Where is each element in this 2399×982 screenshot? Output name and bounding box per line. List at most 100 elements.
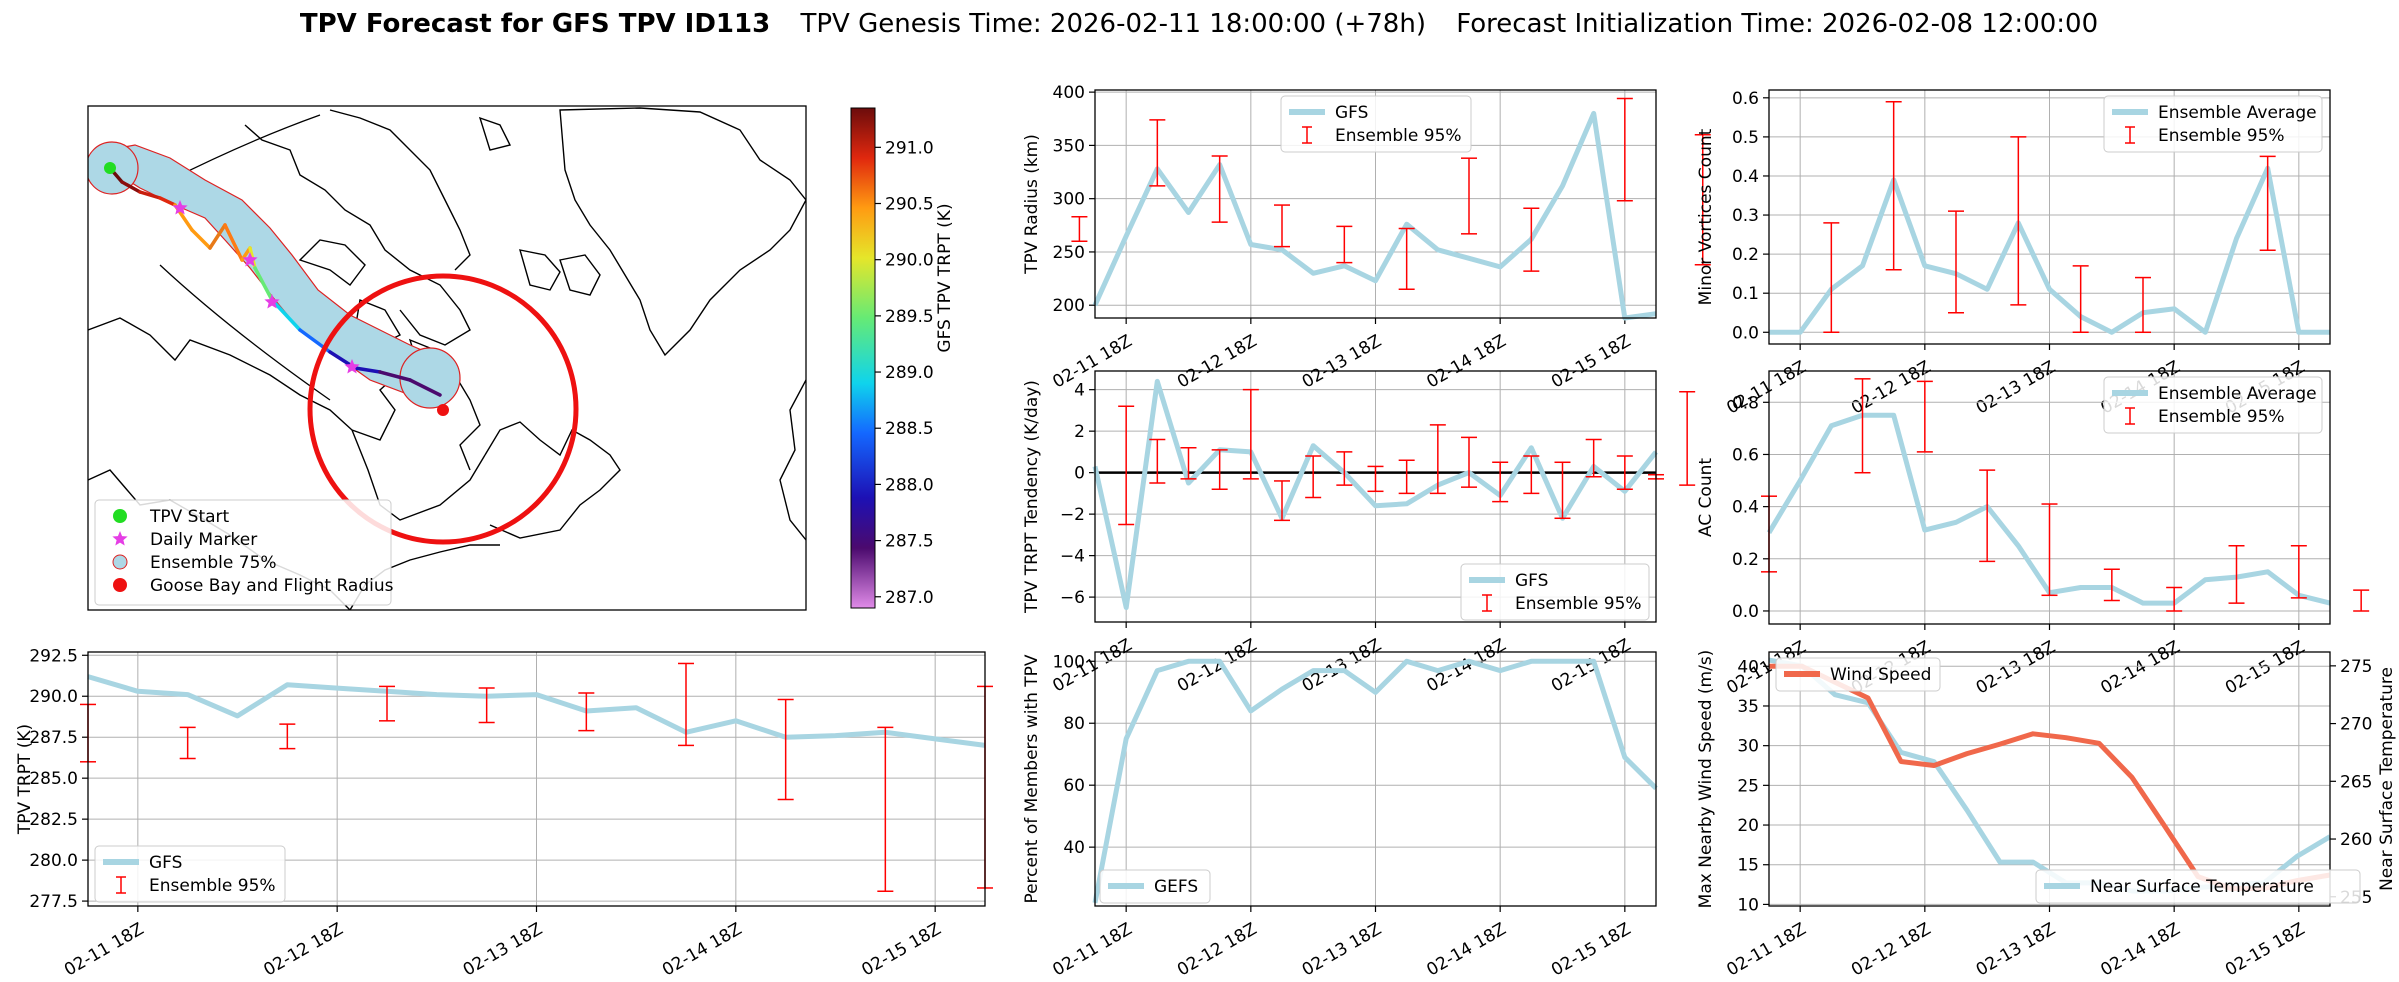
radius-panel: 200 250 300 350 400 02-11 18Z 02-12 18Z 02-13 1… [1022,83,1711,393]
y-tick-label: 292.5 [29,646,78,666]
coastline-greenland [559,107,806,357]
error-bar [2290,545,2307,599]
legend-box [94,845,286,903]
series-line [87,674,986,748]
error-bar [2259,155,2276,251]
legend-start-swatch [113,509,127,523]
x-tick-label: 02-15 18Z [1548,635,1634,696]
error-bar [1071,216,1088,243]
colorbar-tick-label: 289.0 [885,363,934,383]
x-tick-label: 02-14 18Z [1423,919,1509,980]
error-bar [1274,480,1290,522]
y-tick-label: 80 [1063,714,1085,734]
y2-axis-label: Near Surface Temperature [2377,667,2397,891]
y-tick-label: 0.5 [1732,128,1759,148]
series-line [1092,110,1657,321]
title-genesis: TPV Genesis Time: 2026-02-11 18:00:00 (+… [799,9,1426,39]
y-tick-label: 0.4 [1732,167,1759,187]
x-tick-label: 02-15 18Z [1548,331,1634,392]
x-tick-label: 02-15 18Z [1548,919,1634,980]
y-tick-label: 20 [1737,816,1759,836]
x-tick-label: 02-13 18Z [1299,331,1385,392]
x-tick-label: 02-13 18Z [460,919,546,980]
daily-marker-star [242,252,258,267]
legend: GFS Ensemble 95% [94,845,286,903]
legend: GFS Ensemble 95% [1460,563,1650,621]
legend: Ensemble Average Ensemble 95% [2103,376,2323,434]
figure-title: TPV Forecast for GFS TPV ID113 TPV Genes… [300,9,2098,39]
y-tick-label: 287.5 [29,728,78,748]
coastline [88,317,486,521]
y-tick-label: −2 [1060,505,1085,525]
legend-box [1460,563,1650,621]
x-tick-label: 02-14 18Z [2097,637,2183,698]
legend-label: GEFS [1154,877,1198,897]
y-tick-label: 350 [1053,136,1085,156]
error-bar [1149,119,1166,187]
error-bar [1523,207,1540,272]
error-bar [379,685,395,722]
track-segment [378,370,412,382]
legend: Ensemble Average Ensemble 95% [2103,95,2323,153]
y-tick-label: 282.5 [29,810,78,830]
y-axis-label: Max Nearby Wind Speed (m/s) [1696,650,1716,909]
x-tick-label: 02-15 18Z [2222,637,2308,698]
y-tick-label: 0.6 [1732,445,1759,465]
series-line [1092,658,1658,904]
y-tick-label: 0.2 [1732,245,1759,265]
tpv-start-marker [104,162,116,174]
legend-box [1099,869,1211,904]
x-tick-label: 02-14 18Z [1423,331,1509,392]
track-segment [158,196,177,207]
error-bar [1242,388,1259,480]
y-tick-label: 277.5 [29,892,78,912]
legend-box [2103,376,2323,434]
error-bar [478,687,495,724]
error-bar [2010,136,2027,306]
legend-box [2103,95,2323,153]
legend-label: GFS [1515,571,1548,591]
track-segment [190,228,212,250]
error-bar [2041,503,2058,597]
x-tick-label: 02-13 18Z [1299,919,1385,980]
error-bar [2072,265,2089,334]
legend-label: Ensemble 95% [2158,407,2285,427]
axes-frame [1094,89,1657,319]
legend-label: Daily Marker [150,530,257,550]
y-axis-label: AC Count [1696,458,1716,537]
y2-tick-label: 260 [2340,830,2372,850]
y-tick-label: 290.0 [29,687,78,707]
daily-marker-star [344,359,360,374]
error-bar [1679,390,1696,486]
error-bar [179,726,196,760]
x-tick-label: 02-12 18Z [1174,635,1260,696]
axes-frame [1768,89,2331,345]
y-tick-label: 25 [1737,776,1759,796]
track-segment [120,180,142,194]
y-tick-label: 10 [1737,895,1759,915]
y-tick-label: 60 [1063,776,1085,796]
y-axis-label: Minor Vortices Count [1696,128,1716,305]
y-tick-label: 0.4 [1732,498,1759,518]
x-tick-label: 02-11 18Z [1049,919,1135,980]
legend-ensemble-swatch [112,554,128,570]
x-tick-label: 02-14 18Z [659,919,745,980]
x-tick-label: 02-13 18Z [1973,357,2059,418]
error-bar [1398,459,1415,495]
error-bar [1916,380,1933,453]
legend-label: Ensemble Average [2158,384,2317,404]
colorbar-tick-label: 288.0 [885,475,934,495]
error-bar [2228,545,2245,604]
percent-panel: 40 60 80 100 02-11 18Z 02-12 18Z 02-13 18Z 02-1… [1022,651,1658,981]
colorbar-tick-label: 290.0 [885,251,934,271]
y-tick-label: 2 [1074,422,1085,442]
y-tick-label: 100 [1053,652,1085,672]
x-tick-label: 02-12 18Z [1174,919,1260,980]
title-bold: TPV Forecast for GFS TPV ID113 [300,9,770,39]
y-axis-label: TPV TRPT Tendency (K/day) [1022,380,1042,614]
minor-vortices-panel: 0.00.10.20.30.40.50.602-11 18Z 02-12 18Z 0… [1696,89,2331,419]
error-bar [1616,455,1633,490]
coastline [519,249,561,291]
legend-label: Wind Speed [1830,665,1931,685]
